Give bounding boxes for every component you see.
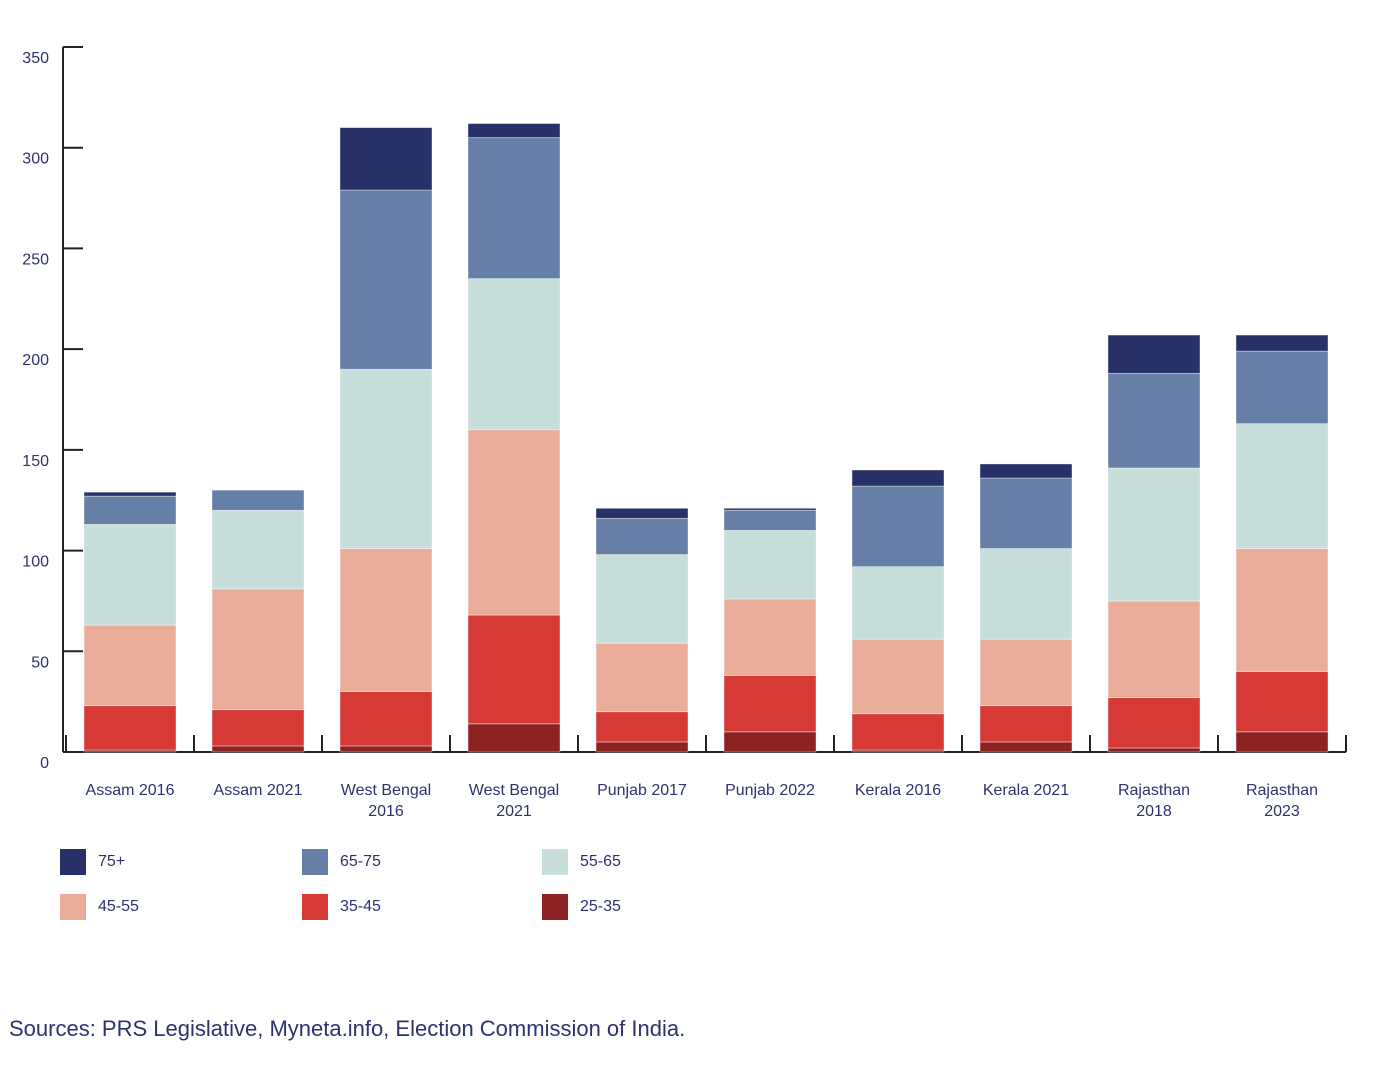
bar-segment-75+ xyxy=(595,507,689,519)
legend-label: 35-45 xyxy=(340,898,381,915)
bar-segment-25-35 xyxy=(467,723,561,753)
bar-segment-75+ xyxy=(979,463,1073,479)
bar-segment-75+ xyxy=(1235,334,1329,352)
bar-segment-45-55 xyxy=(1235,548,1329,672)
bar-segment-25-35 xyxy=(979,741,1073,753)
y-tick-label: 50 xyxy=(31,654,49,671)
bar-segment-45-55 xyxy=(979,638,1073,707)
y-tick-label: 0 xyxy=(40,755,49,772)
legend-item: 45-55 xyxy=(60,894,139,920)
x-tick-label: West Bengal 2021 xyxy=(468,782,560,820)
x-tick-label: Assam 2021 xyxy=(213,782,303,799)
y-tick-label: 150 xyxy=(22,453,49,470)
bar-segment-75+ xyxy=(723,507,817,511)
bar-segment-65-75 xyxy=(979,477,1073,549)
bar-segment-65-75 xyxy=(467,137,561,280)
bar-segment-65-75 xyxy=(595,517,689,555)
legend-label: 55-65 xyxy=(580,853,621,870)
bar-segment-25-35 xyxy=(339,745,433,753)
source-note: Sources: PRS Legislative, Myneta.info, E… xyxy=(9,1016,686,1041)
x-tick-label: Kerala 2021 xyxy=(982,782,1070,799)
bar-segment-75+ xyxy=(339,127,433,191)
bar-segment-45-55 xyxy=(595,642,689,713)
bar-segment-55-65 xyxy=(979,548,1073,640)
legend-item: 55-65 xyxy=(542,849,621,875)
bar-segment-75+ xyxy=(1107,334,1201,374)
bar-segment-45-55 xyxy=(723,598,817,676)
bar-segment-25-35 xyxy=(723,731,817,753)
legend-label: 75+ xyxy=(98,853,126,870)
bar-segment-35-45 xyxy=(83,705,177,751)
legend-swatch xyxy=(542,849,568,875)
legend-label: 65-75 xyxy=(340,853,381,870)
bar-segment-75+ xyxy=(83,491,177,497)
bar-segment-45-55 xyxy=(851,638,945,715)
x-tick-label: West Bengal 2016 xyxy=(340,782,432,820)
legend-item: 75+ xyxy=(60,849,125,875)
legend-swatch xyxy=(302,894,328,920)
bar-segment-65-75 xyxy=(83,495,177,525)
bar-segment-65-75 xyxy=(723,509,817,531)
bar-segment-65-75 xyxy=(1235,350,1329,425)
x-tick-label: Kerala 2016 xyxy=(854,782,942,799)
bar-segment-25-35 xyxy=(1107,747,1201,753)
bar-segment-45-55 xyxy=(211,588,305,711)
bar-segment-35-45 xyxy=(1235,671,1329,733)
bar-segment-35-45 xyxy=(851,713,945,751)
x-tick-label: Punjab 2017 xyxy=(597,782,687,799)
y-tick-label: 100 xyxy=(22,554,49,571)
legend-label: 25-35 xyxy=(580,898,621,915)
bar-segment-65-75 xyxy=(851,485,945,568)
bar-segment-45-55 xyxy=(1107,600,1201,699)
bar-segment-45-55 xyxy=(339,548,433,692)
bar-segment-35-45 xyxy=(467,614,561,725)
bar-segment-65-75 xyxy=(1107,372,1201,469)
bar-segment-35-45 xyxy=(595,711,689,743)
bar-segment-65-75 xyxy=(339,189,433,370)
legend-item: 35-45 xyxy=(302,894,381,920)
bar-segment-65-75 xyxy=(211,489,305,511)
bar-segment-75+ xyxy=(851,469,945,487)
legend-swatch xyxy=(542,894,568,920)
bar-segment-35-45 xyxy=(979,705,1073,743)
bar-segment-25-35 xyxy=(595,741,689,753)
bar-segment-55-65 xyxy=(595,554,689,644)
y-tick-label: 200 xyxy=(22,352,49,369)
y-tick-label: 300 xyxy=(22,151,49,168)
bar-segment-55-65 xyxy=(339,368,433,549)
x-tick-label: Punjab 2022 xyxy=(725,782,815,799)
legend-label: 45-55 xyxy=(98,898,139,915)
bar-segment-35-45 xyxy=(723,675,817,733)
bar-segment-55-65 xyxy=(1235,423,1329,549)
legend-item: 65-75 xyxy=(302,849,381,875)
legend-swatch xyxy=(60,894,86,920)
bar-segment-55-65 xyxy=(851,566,945,640)
bar-segment-35-45 xyxy=(339,691,433,747)
y-tick-label: 350 xyxy=(22,50,49,67)
bar-segment-55-65 xyxy=(1107,467,1201,602)
y-tick-label: 250 xyxy=(22,251,49,268)
bar-segment-45-55 xyxy=(83,624,177,707)
bar-segment-55-65 xyxy=(83,523,177,626)
x-tick-label: Rajasthan 2023 xyxy=(1245,782,1319,820)
bar-segment-55-65 xyxy=(211,509,305,590)
bar-segment-75+ xyxy=(467,123,561,139)
x-tick-label: Rajasthan 2018 xyxy=(1117,782,1191,820)
x-tick-label: Assam 2016 xyxy=(85,782,175,799)
bar-segment-45-55 xyxy=(467,429,561,616)
bar-segment-25-35 xyxy=(1235,731,1329,753)
stacked-bar-chart: 0 50 100 150 200 250 300 350 xyxy=(22,46,1347,772)
bar-segment-35-45 xyxy=(211,709,305,747)
bar-segment-55-65 xyxy=(467,278,561,431)
bar-segment-55-65 xyxy=(723,530,817,600)
legend-swatch xyxy=(302,849,328,875)
legend-item: 25-35 xyxy=(542,894,621,920)
legend-swatch xyxy=(60,849,86,875)
bar-segment-35-45 xyxy=(1107,697,1201,749)
bar-segment-25-35 xyxy=(211,745,305,753)
